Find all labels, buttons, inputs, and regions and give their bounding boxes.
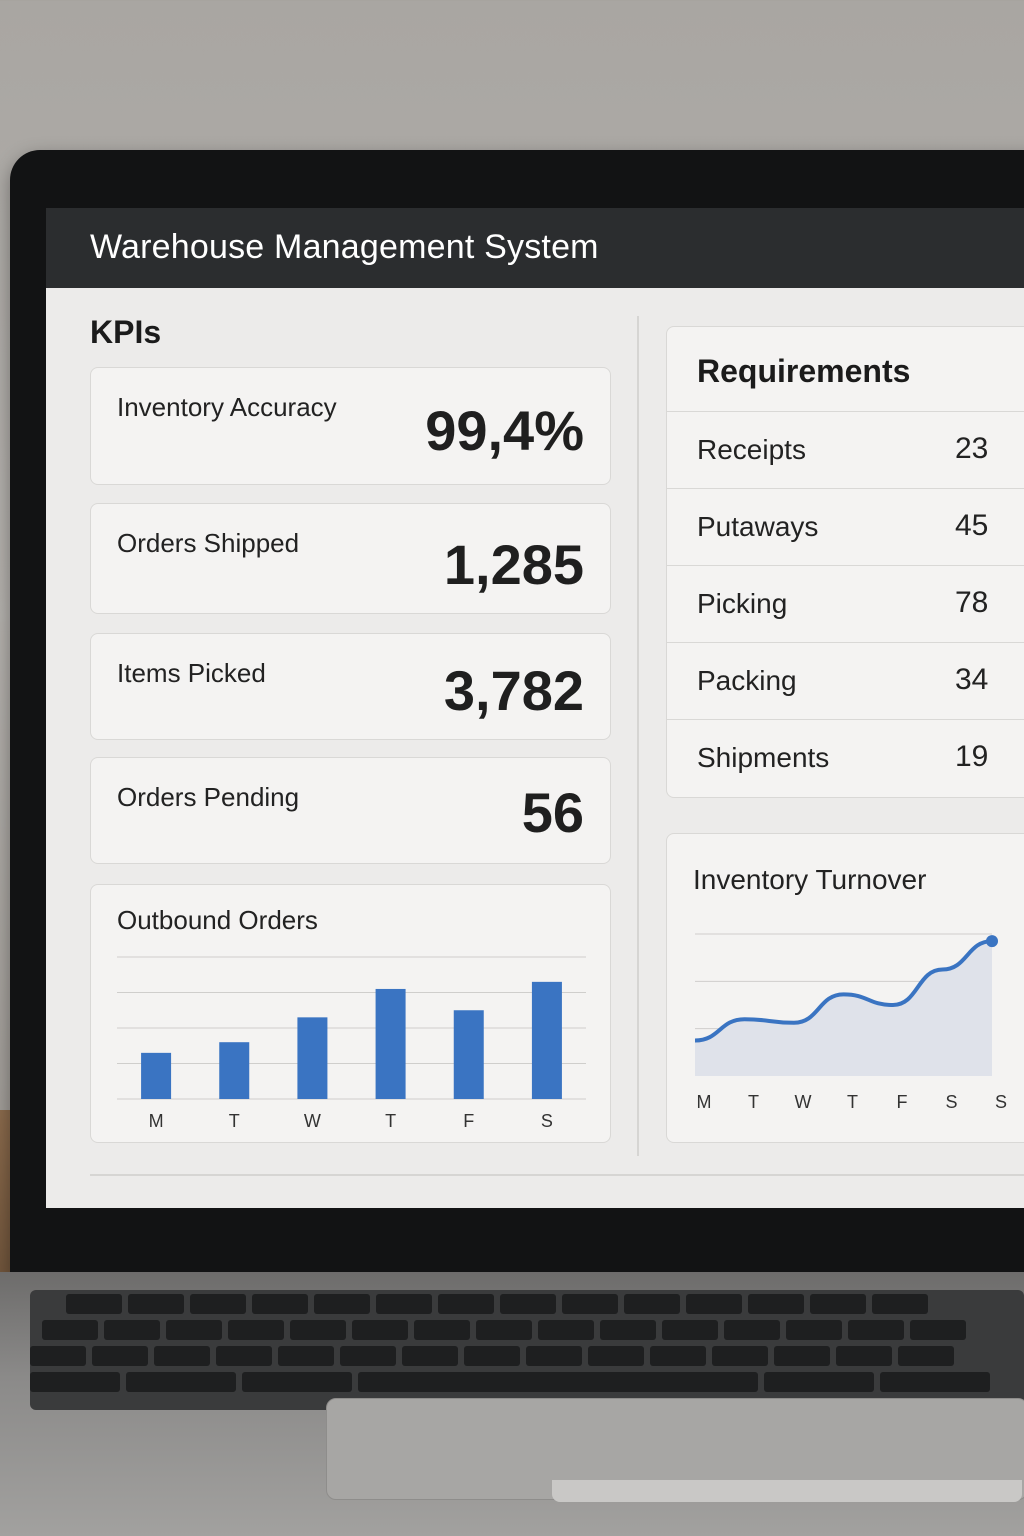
requirements-title: Requirements [697,353,911,389]
last-point-marker [986,935,998,948]
x-tick-label: M [697,1092,712,1112]
requirement-label: Putaways [697,511,819,542]
kpi-value: 1,285 [443,533,584,596]
x-tick-label: F [897,1092,908,1112]
requirement-count: 78 [955,586,989,619]
x-tick-label: T [229,1111,240,1131]
requirement-label: Shipments [697,742,830,773]
kpi-card-orders-pending[interactable]: Orders Pending 56 [90,757,611,864]
x-tick-label: M [149,1111,164,1131]
kpi-card-items-picked[interactable]: Items Picked 3,782 [90,633,611,740]
outbound-orders-title: Outbound Orders [117,905,318,935]
requirement-label: Receipts [697,434,806,465]
inventory-turnover-title: Inventory Turnover [693,864,927,895]
x-tick-label: S [945,1092,957,1112]
area-fill [695,941,992,1076]
column-divider [637,316,639,1156]
key-row [30,1372,990,1392]
title-bar: Warehouse Management System [46,208,1024,288]
key-row [30,1346,954,1366]
requirement-count: 19 [955,740,989,773]
kpi-card-inventory-accuracy[interactable]: Inventory Accuracy 99,4% [90,367,611,485]
x-tick-label: S [541,1111,553,1131]
kpi-label: Inventory Accuracy [117,392,337,422]
requirement-count: 34 [955,663,989,696]
bar [141,1052,172,1099]
bar [453,1010,484,1099]
requirement-count: 45 [955,509,989,542]
x-tick-label: T [385,1111,396,1131]
kpi-label: Items Picked [117,658,266,688]
requirement-row-putaways[interactable]: Putaways 45 [667,488,1024,565]
outbound-orders-card: Outbound Orders M T W T F S [90,884,611,1143]
requirement-label: Packing [697,665,797,696]
bar [375,988,406,1099]
x-tick-label: F [463,1111,474,1131]
series-line [694,939,993,1043]
laptop-keyboard-deck [0,1272,1024,1536]
inventory-turnover-card: Inventory Turnover M T W T F S S [666,833,1024,1143]
bar [531,981,562,1099]
x-tick-label: T [748,1092,759,1112]
app-title: Warehouse Management System [90,228,599,266]
bar [297,1017,328,1099]
requirement-row-picking[interactable]: Picking 78 [667,565,1024,642]
requirement-label: Picking [697,588,788,619]
bar [219,1042,250,1099]
app-screen: Warehouse Management System KPIs Invento… [46,208,1024,1208]
requirement-row-packing[interactable]: Packing 34 [667,642,1024,719]
x-tick-label: W [795,1092,812,1112]
kpis-heading: KPIs [90,314,162,350]
x-tick-label: T [847,1092,858,1112]
kpi-label: Orders Shipped [117,528,300,558]
kpi-value: 3,782 [443,659,584,722]
requirement-row-shipments[interactable]: Shipments 19 [667,719,1024,796]
x-tick-label: W [304,1111,321,1131]
requirement-row-receipts[interactable]: Receipts 23 [667,411,1024,488]
kpi-label: Orders Pending [117,782,300,812]
keyboard-keys [30,1290,1024,1410]
kpi-card-orders-shipped[interactable]: Orders Shipped 1,285 [90,503,611,614]
key-row [42,1320,966,1340]
requirements-card: Requirements Receipts 23 Putaways 45 Pic… [666,326,1024,798]
kpi-value: 56 [521,781,584,844]
requirement-count: 23 [955,432,989,465]
lid-notch [552,1480,1022,1502]
bottom-divider [90,1174,1024,1176]
kpi-value: 99,4% [425,399,584,462]
key-row [66,1294,928,1314]
x-tick-label: S [995,1092,1007,1112]
